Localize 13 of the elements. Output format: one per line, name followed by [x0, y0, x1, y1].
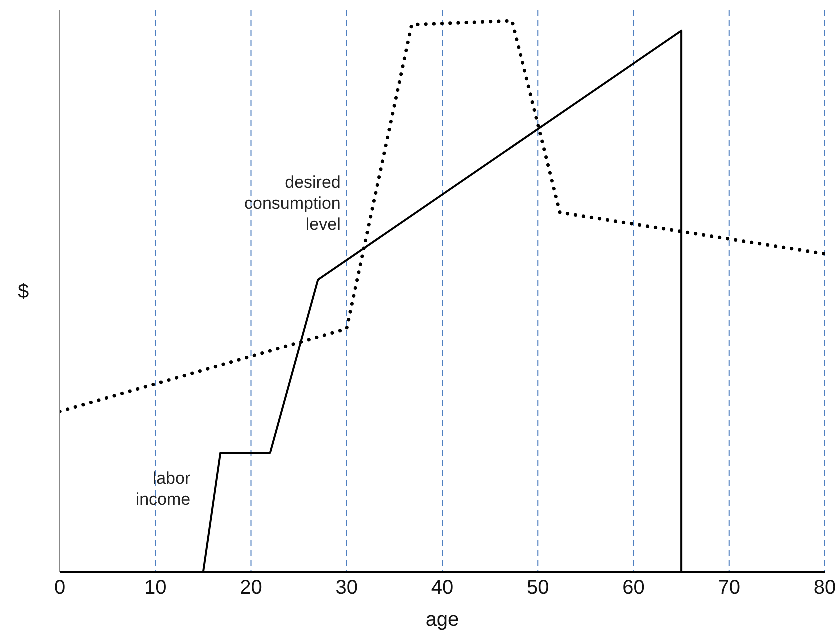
x-tick-label: 70: [718, 577, 740, 600]
x-tick-label: 0: [54, 577, 66, 600]
series-label: labor income: [136, 468, 191, 509]
x-tick-label: 80: [814, 577, 836, 600]
x-tick-label: 60: [622, 577, 645, 600]
x-tick-label: 20: [240, 577, 262, 600]
x-tick-label: 40: [431, 577, 454, 600]
x-axis-title: age: [426, 609, 460, 631]
series-label: desired consumption level: [244, 173, 341, 234]
x-tick-label: 30: [336, 577, 358, 600]
x-tick-label: 50: [527, 577, 550, 600]
y-axis-title: $: [18, 281, 30, 304]
x-tick-label: 10: [144, 577, 167, 600]
